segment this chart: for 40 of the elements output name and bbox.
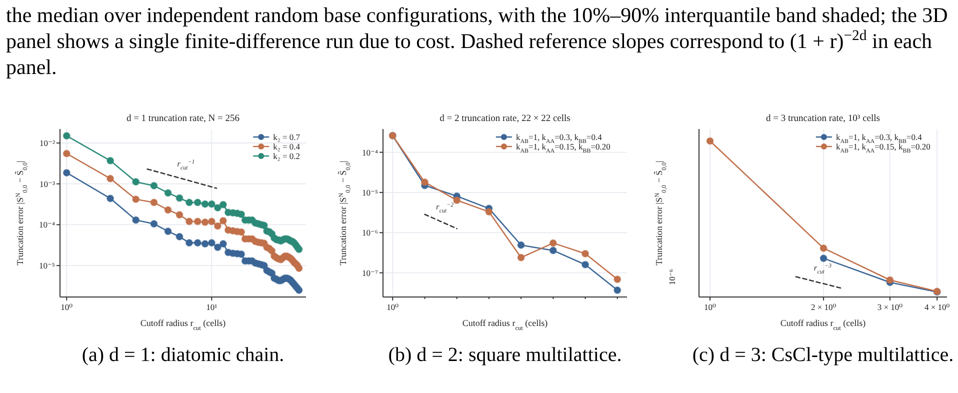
point <box>549 239 557 247</box>
x-tick-label: 3 × 10⁰ <box>877 302 904 312</box>
point <box>581 250 590 258</box>
y-tick-label: 10⁻⁶ <box>362 228 378 238</box>
y-tick-label: 10⁻⁴ <box>362 147 378 158</box>
point <box>453 196 461 204</box>
x-tick-label: 10¹ <box>206 302 218 312</box>
point <box>549 246 557 254</box>
x-tick-label: 10⁰ <box>704 302 717 312</box>
point <box>517 254 525 262</box>
point <box>485 208 493 216</box>
x-tick-label: 10⁰ <box>60 302 74 312</box>
chart-title: d = 1 truncation rate, N = 256 <box>126 114 240 124</box>
x-axis-title: Cutoff radius r$_{cut}$ (cells) <box>140 318 226 332</box>
y-tick-label: 10⁻⁵ <box>362 187 378 198</box>
x-axis-title: Cutoff radius r$_{cut}$ (cells) <box>780 318 866 332</box>
point <box>614 275 622 284</box>
text: (b) d = 2: square multilattice. <box>388 344 622 366</box>
point <box>614 286 622 294</box>
x-axis-title: Cutoff radius r$_{cut}$ (cells) <box>462 318 548 332</box>
x-tick-label: 2 × 10⁰ <box>810 302 837 312</box>
chart-title: d = 2 truncation rate, 22 × 22 cells <box>440 114 571 124</box>
point <box>420 178 429 186</box>
y-tick-label: 10⁻² <box>39 138 56 148</box>
text: 10⁻⁶ <box>667 268 677 285</box>
text: (a) d = 1: diatomic chain. <box>82 344 284 366</box>
x-tick-label: 4 × 10⁰ <box>924 302 950 312</box>
text: the median over independent random base configurations, with the 10%–90% interquantile band shaded; the 3D panel shows a single finite-difference run due to cost. Dashed reference slopes correspond to (1 + r)$^{−2d}$ in each panel. <box>6 3 948 79</box>
legend-label: k₂ = 0.2 <box>273 151 300 161</box>
y-tick-label: 10⁻³ <box>39 178 56 189</box>
point <box>517 241 525 249</box>
y-tick-label: 10⁻⁵ <box>39 260 56 271</box>
legend-label: k₂ = 0.4 <box>273 142 301 152</box>
point <box>581 260 590 268</box>
y-tick-label: 10⁻⁴ <box>39 220 56 230</box>
x-tick-label: 10⁰ <box>386 302 400 312</box>
legend-label: k₂ = 0.7 <box>273 132 300 142</box>
text: (c) d = 3: CsCl-type multilattice. <box>692 344 954 366</box>
chart-title: d = 3 truncation rate, 10³ cells <box>766 114 880 124</box>
y-tick-label: 10⁻⁷ <box>362 268 378 278</box>
